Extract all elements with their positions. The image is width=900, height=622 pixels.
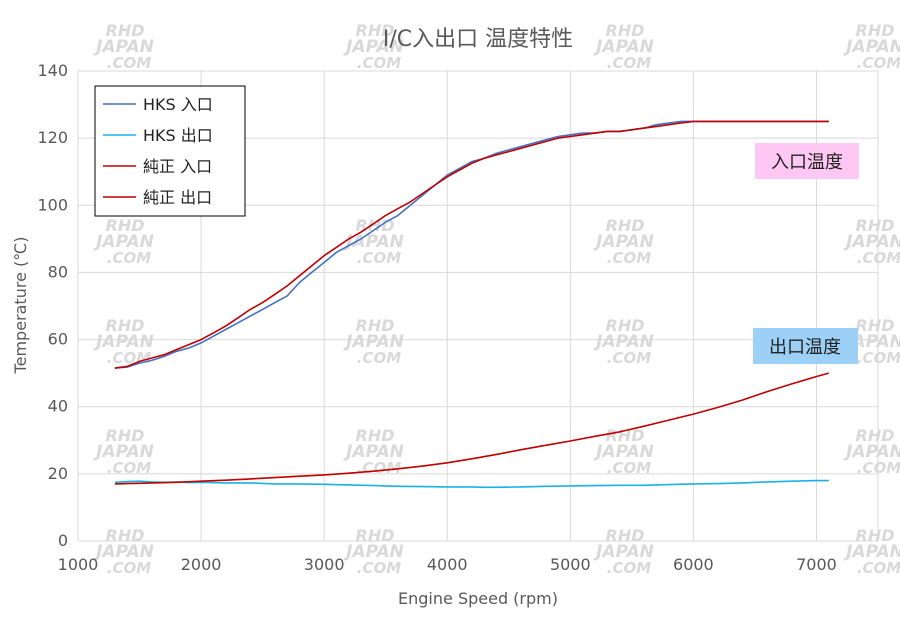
watermark-text: RHD — [606, 216, 645, 235]
watermark-text: JAPAN — [343, 232, 404, 252]
watermark-text: .COM — [607, 559, 651, 577]
watermark-text: JAPAN — [843, 37, 900, 57]
x-tick-label: 7000 — [796, 555, 837, 574]
watermark-text: RHD — [856, 426, 895, 445]
watermark-text: .COM — [357, 559, 401, 577]
inlet-annotation-text: 入口温度 — [771, 152, 843, 173]
watermark-text: RHD — [606, 426, 645, 445]
inlet-annotation: 入口温度 — [755, 143, 859, 179]
watermark-text: RHD — [606, 526, 645, 545]
watermark-text: RHD — [106, 316, 145, 335]
watermark-text: JAPAN — [593, 442, 654, 462]
legend-box — [94, 85, 246, 217]
watermark-text: .COM — [857, 54, 900, 72]
watermark-text: RHD — [856, 526, 895, 545]
x-tick-label: 6000 — [673, 555, 714, 574]
outlet-annotation: 出口温度 — [753, 328, 858, 364]
x-tick-labels: 1000 2000 3000 4000 5000 6000 7000 — [58, 555, 837, 574]
watermark-text: RHD — [356, 526, 395, 545]
legend-label: 純正 入口 — [143, 157, 212, 176]
watermark-text: RHD — [106, 216, 145, 235]
outlet-annotation-background — [753, 328, 858, 364]
watermark-text: .COM — [107, 349, 151, 367]
x-axis-title: Engine Speed (rpm) — [398, 589, 558, 608]
watermark-text: JAPAN — [93, 332, 154, 352]
watermark-text: RHD — [856, 216, 895, 235]
watermark-text: .COM — [607, 459, 651, 477]
x-tick-label: 3000 — [304, 555, 345, 574]
watermark-text: JAPAN — [343, 37, 404, 57]
watermark-layer: RHDJAPAN.COMRHDJAPAN.COMRHDJAPAN.COMRHDJ… — [93, 21, 900, 577]
watermark-text: JAPAN — [343, 332, 404, 352]
x-tick-label: 1000 — [58, 555, 99, 574]
watermark-text: RHD — [856, 21, 895, 40]
y-tick-label: 80 — [48, 262, 68, 281]
y-tick-label: 20 — [48, 464, 68, 483]
watermark-text: .COM — [107, 54, 151, 72]
watermark-text: JAPAN — [593, 37, 654, 57]
series-line-3 — [114, 372, 830, 485]
y-tick-label: 60 — [48, 330, 68, 349]
watermark-text: JAPAN — [593, 232, 654, 252]
watermark-text: .COM — [357, 349, 401, 367]
y-tick-label: 120 — [37, 128, 68, 147]
watermark-text: .COM — [357, 459, 401, 477]
series-lines — [114, 120, 830, 489]
y-tick-label: 40 — [48, 397, 68, 416]
inlet-annotation-background — [755, 143, 859, 179]
chart-title: I/C入出口 温度特性 — [383, 27, 573, 52]
watermark-text: .COM — [107, 459, 151, 477]
watermark-text: .COM — [607, 54, 651, 72]
y-tick-label: 140 — [37, 61, 68, 80]
watermark-text: .COM — [107, 559, 151, 577]
legend-label: HKS 入口 — [143, 95, 213, 114]
legend-label: HKS 出口 — [143, 126, 213, 145]
watermark-text: JAPAN — [343, 442, 404, 462]
watermark-text: JAPAN — [93, 232, 154, 252]
y-tick-labels: 0 20 40 60 80 100 120 140 — [37, 61, 68, 550]
watermark-text: RHD — [606, 316, 645, 335]
x-tick-label: 2000 — [181, 555, 222, 574]
watermark-text: RHD — [606, 21, 645, 40]
watermark-text: .COM — [357, 249, 401, 267]
watermark-text: JAPAN — [343, 542, 404, 562]
watermark-text: RHD — [856, 316, 895, 335]
outlet-annotation-text: 出口温度 — [769, 337, 841, 358]
watermark-text: JAPAN — [93, 442, 154, 462]
series-line-2 — [114, 120, 829, 369]
watermark-text: RHD — [356, 426, 395, 445]
watermark-text: .COM — [607, 249, 651, 267]
watermark-text: RHD — [106, 426, 145, 445]
watermark-text: .COM — [107, 249, 151, 267]
x-tick-label: 5000 — [550, 555, 591, 574]
watermark-text: JAPAN — [593, 332, 654, 352]
watermark-text: RHD — [106, 21, 145, 40]
y-tick-label: 0 — [58, 531, 68, 550]
watermark-text: RHD — [356, 316, 395, 335]
watermark-text: .COM — [607, 349, 651, 367]
y-tick-label: 100 — [37, 195, 68, 214]
x-tick-label: 4000 — [427, 555, 468, 574]
watermark-text: JAPAN — [843, 542, 900, 562]
legend-label: 純正 出口 — [143, 188, 212, 207]
watermark-text: .COM — [857, 559, 900, 577]
watermark-text: JAPAN — [843, 442, 900, 462]
watermark-text: JAPAN — [843, 232, 900, 252]
watermark-text: JAPAN — [593, 542, 654, 562]
y-axis-title: Temperature (℃) — [11, 237, 30, 375]
watermark-text: JAPAN — [93, 37, 154, 57]
watermark-text: .COM — [357, 54, 401, 72]
watermark-text: RHD — [106, 526, 145, 545]
watermark-text: JAPAN — [93, 542, 154, 562]
watermark-text: RHD — [356, 21, 395, 40]
